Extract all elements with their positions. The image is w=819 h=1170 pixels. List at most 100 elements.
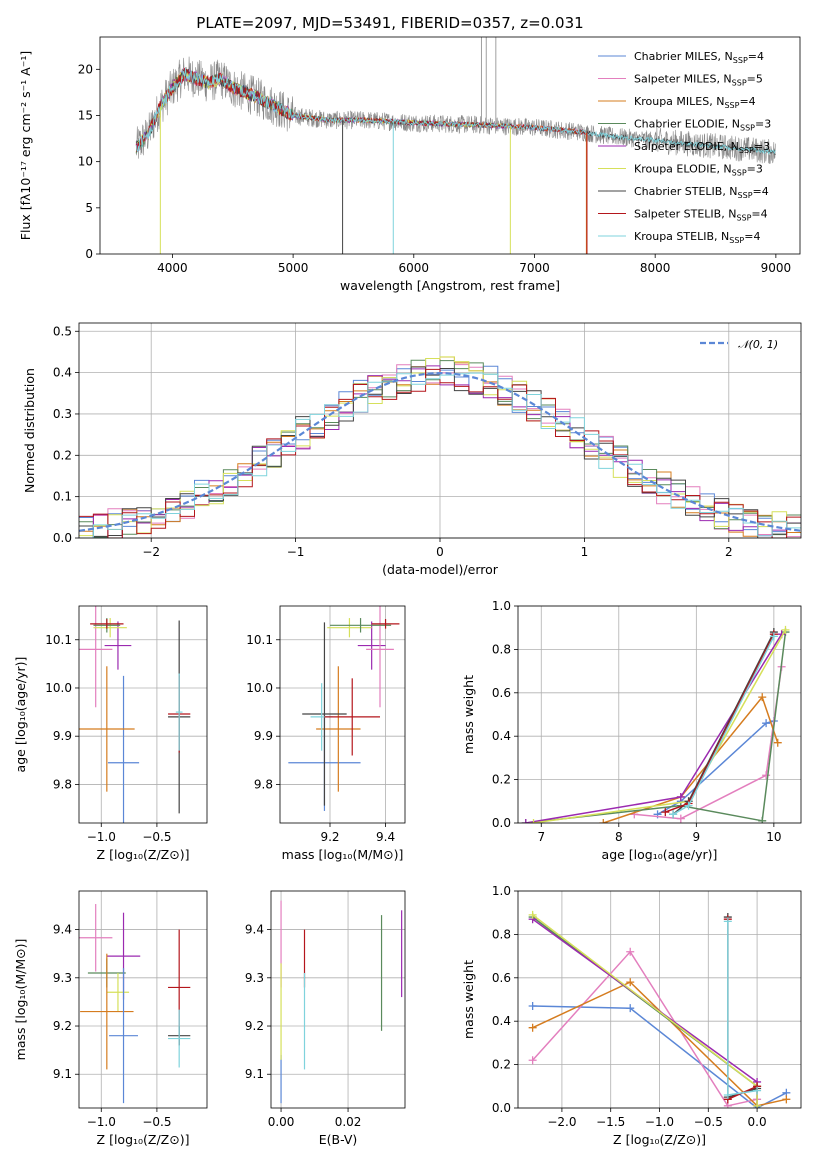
weight-vs-age-plot-area [521, 625, 790, 823]
legend-label-8: Kroupa STELIB [634, 230, 714, 243]
weight-vs-Z-xtick-label-1: −1.5 [596, 1115, 625, 1129]
weight-vs-age-panel: 7 8 9 10 0.0 0.2 0.4 0.6 0.8 1.0 age [log₁₀(age/yr… [461, 599, 802, 862]
mass-vs-Z-xlabel: Z [log₁₀(Z/Z⊙)] [97, 1132, 190, 1147]
residuals-ytick-label-5: 0.5 [53, 324, 72, 338]
legend-nssp-value-1: 5 [756, 73, 763, 86]
legend-nssp-sub-0: SSP [733, 56, 748, 65]
age-vs-Z-plot-area [79, 606, 191, 823]
spectrum-ytick-label-1: 5 [85, 201, 93, 215]
spectrum-xtick-label-3: 7000 [519, 261, 550, 275]
weight-vs-age-ytick-label-2: 0.4 [492, 729, 511, 743]
chart-title: PLATE=2097, MJD=53491, FIBERID=0357, z=0… [196, 14, 583, 32]
weight-vs-Z-series-5-marker-0 [528, 910, 537, 919]
legend-label-0: Chabrier MILES [634, 50, 718, 63]
weight-vs-Z-series-6-line [727, 917, 758, 1099]
weight-vs-Z-xtick-label-2: −1.0 [645, 1115, 674, 1129]
weight-vs-age-ylabel: mass weight [461, 675, 476, 754]
legend-nssp-prefix-4: , N [724, 140, 739, 153]
residuals-xtick-label-2: 0 [436, 545, 444, 559]
weight-vs-age-series-1-marker-1 [676, 814, 685, 823]
spectrum-frame [99, 36, 801, 255]
residuals-ytick-label-3: 0.3 [53, 407, 72, 421]
mass-vs-ebv-panel: 0.00 0.02 9.1 9.2 9.3 9.4 E(B-V) [245, 890, 406, 1147]
legend-entry-8: Kroupa STELIB, NSSP=4 [634, 230, 760, 245]
spectrum-xtick-label-4: 8000 [640, 261, 671, 275]
spectrum-ytick-label-0: 0 [85, 247, 93, 261]
mass-vs-ebv-xtick-label-1: 0.02 [335, 1115, 362, 1129]
legend-nssp-sub-7: SSP [736, 214, 751, 223]
residuals-ytick-label-0: 0.0 [53, 531, 72, 545]
weight-vs-age-series-0-marker-2 [762, 719, 771, 728]
residuals-xtick-label-1: −1 [287, 545, 305, 559]
weight-vs-Z-panel: −2.0 −1.5 −1.0 −0.5 0.0 0.0 0.2 0.4 0.6 0.8 1.0 Z [… [461, 884, 802, 1147]
weight-vs-age-series-7-marker-0 [661, 808, 670, 817]
weight-vs-age-xtick-label-1: 8 [615, 830, 623, 844]
age-vs-mass-ytick-label-2: 10.0 [246, 681, 273, 695]
age-vs-mass-xtick-label-0: 9.2 [320, 830, 339, 844]
weight-vs-age-xtick-label-3: 10 [766, 830, 781, 844]
legend-nssp-prefix-7: , N [721, 208, 736, 221]
legend-nssp-eq-6: = [753, 185, 762, 198]
mass-vs-ebv-ytick-label-2: 9.3 [245, 971, 264, 985]
age-vs-Z-panel: −1.0 −0.5 9.8 9.9 10.0 10.1 Z [log₁₀(Z/Z⊙)] age… [13, 605, 208, 862]
mass-vs-ebv-ytick-label-0: 9.1 [245, 1067, 264, 1081]
hist-kroupa-stelib [79, 372, 801, 538]
weight-vs-Z-series-1-marker-1 [626, 947, 635, 956]
normal-legend-label: 𝒩(0, 1) [738, 338, 778, 351]
legend-entry-6: Chabrier STELIB, NSSP=4 [634, 185, 769, 200]
spectrum-xtick-label-1: 5000 [278, 261, 309, 275]
spectrum-xtick-label-0: 4000 [157, 261, 188, 275]
weight-vs-age-series-4-marker-0 [521, 819, 530, 823]
residuals-ytick-label-4: 0.4 [53, 366, 72, 380]
legend-label-5: Kroupa ELODIE [634, 163, 716, 176]
residuals-xtick-label-4: 2 [725, 545, 733, 559]
legend-entry-1: Salpeter MILES, NSSP=5 [634, 73, 763, 88]
legend-nssp-sub-5: SSP [732, 169, 747, 178]
spectrum-ytick-label-4: 20 [78, 62, 93, 76]
mass-vs-ebv-ytick-label-1: 9.2 [245, 1019, 264, 1033]
residuals-ytick-label-2: 0.2 [53, 448, 72, 462]
mass-vs-Z-ytick-label-3: 9.4 [53, 923, 72, 937]
legend-nssp-eq-1: = [747, 73, 756, 86]
weight-vs-age-xtick-label-0: 7 [537, 830, 545, 844]
mass-vs-Z-xtick-label-0: −1.0 [87, 1115, 116, 1129]
legend-entry-0: Chabrier MILES, NSSP=4 [634, 50, 764, 65]
legend-nssp-prefix-5: , N [716, 163, 731, 176]
legend-nssp-sub-2: SSP [724, 101, 739, 110]
legend-nssp-eq-7: = [751, 208, 760, 221]
mass-vs-Z-ytick-label-2: 9.3 [53, 971, 72, 985]
weight-vs-Z-series-8-marker-0 [723, 917, 732, 926]
mass-vs-ebv-xtick-label-0: 0.00 [268, 1115, 295, 1129]
legend-nssp-eq-0: = [748, 50, 757, 63]
legend-nssp-prefix-3: , N [725, 118, 740, 131]
age-vs-mass-panel: 9.2 9.4 9.8 9.9 10.0 10.1 mass [log₁₀(M/M⊙)] [246, 605, 406, 862]
mass-vs-Z-panel: −1.0 −0.5 9.1 9.2 9.3 9.4 Z [log₁₀(Z/Z⊙)] mass … [13, 890, 208, 1147]
weight-vs-age-ytick-label-1: 0.2 [492, 773, 511, 787]
legend-label-6: Chabrier STELIB [634, 185, 722, 198]
weight-vs-Z-series-0-marker-1 [626, 1004, 635, 1013]
weight-vs-age-series-2-marker-0 [599, 819, 608, 823]
spectrum-panel: 4000 5000 6000 7000 8000 9000 0 5 10 15 20 waveleng… [18, 14, 801, 293]
legend-nssp-prefix-1: , N [716, 73, 731, 86]
legend-nssp-value-2: 4 [749, 95, 756, 108]
legend-nssp-eq-4: = [754, 140, 763, 153]
weight-vs-age-series-8-marker-2 [769, 632, 778, 641]
weight-vs-Z-frame [517, 890, 802, 1109]
spectrum-ytick-label-3: 15 [78, 108, 93, 122]
weight-vs-Z-ytick-label-3: 0.6 [492, 971, 511, 985]
legend-nssp-eq-8: = [744, 230, 753, 243]
weight-vs-age-xlabel: age [log₁₀(age/yr)] [602, 847, 718, 862]
legend-label-4: Salpeter ELODIE [634, 140, 724, 153]
age-vs-mass-ytick-label-1: 9.9 [254, 729, 273, 743]
legend-label-3: Chabrier ELODIE [634, 118, 725, 131]
age-vs-Z-ytick-label-0: 9.8 [53, 777, 72, 791]
weight-vs-age-series-5-marker-2 [781, 625, 790, 634]
weight-vs-Z-series-2-marker-3 [782, 1095, 791, 1104]
weight-vs-Z-series-2-line [532, 981, 787, 1107]
mass-vs-Z-plot-area [79, 904, 191, 1104]
weight-vs-age-ytick-label-5: 1.0 [492, 599, 511, 613]
residuals-ylabel: Normed distribution [22, 368, 37, 493]
mass-vs-ebv-ytick-label-3: 9.4 [245, 923, 264, 937]
